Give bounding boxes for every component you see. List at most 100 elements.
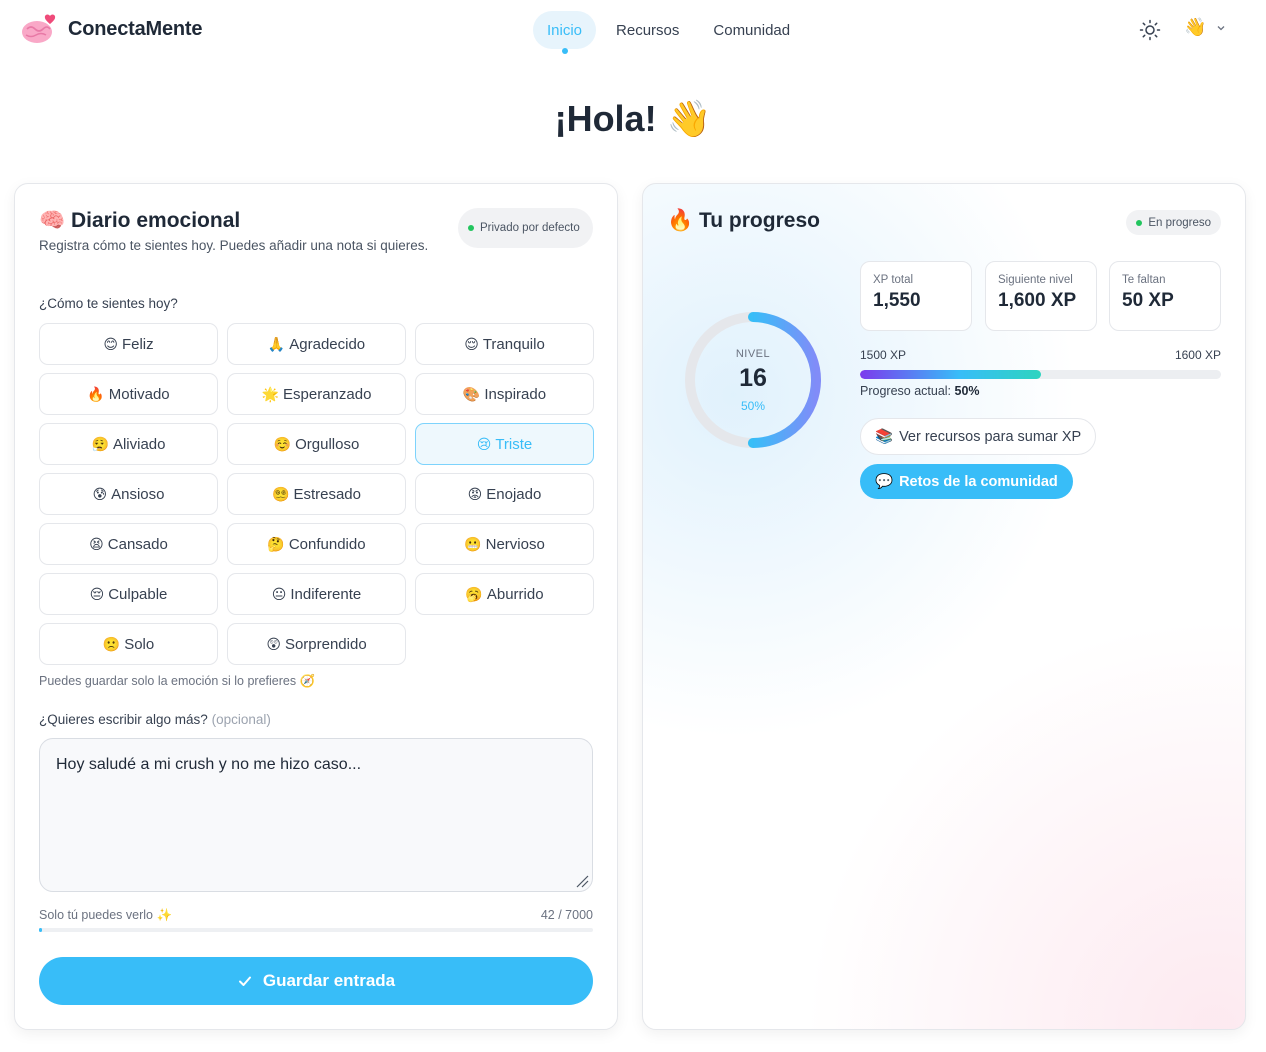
current-progress-value: 50% — [954, 384, 980, 398]
current-progress-label: Progreso actual: — [860, 384, 952, 398]
emotion-option-enojado[interactable]: 😡 Enojado — [415, 473, 594, 515]
app-name: ConectaMente — [68, 17, 203, 40]
xp-progress-fill — [860, 370, 1041, 379]
emotion-option-aburrido[interactable]: 🥱 Aburrido — [415, 573, 594, 615]
emotion-emoji-icon: 😢 — [476, 435, 492, 452]
emotion-emoji-icon: 😊 — [103, 335, 118, 352]
emotion-emoji-icon: 🌟 — [261, 385, 280, 402]
stat-value: 1,600 XP — [998, 290, 1077, 311]
emotion-option-esperanzado[interactable]: 🌟 Esperanzado — [227, 373, 406, 415]
emotion-option-solo[interactable]: 🙁 Solo — [39, 623, 218, 665]
emotion-option-indiferente[interactable]: 😐 Indiferente — [227, 573, 406, 615]
main-nav: Inicio Recursos Comunidad — [533, 11, 804, 49]
emotion-emoji-icon: ☺️ — [273, 435, 292, 452]
nav-recursos[interactable]: Recursos — [616, 21, 680, 39]
emotion-label: Esperanzado — [283, 385, 372, 403]
books-icon: 📚 — [875, 429, 894, 445]
emotion-option-inspirado[interactable]: 🎨 Inspirado — [415, 373, 594, 415]
emotion-option-motivado[interactable]: 🔥 Motivado — [39, 373, 218, 415]
nav-comunidad[interactable]: Comunidad — [713, 21, 791, 39]
sun-icon[interactable] — [1138, 18, 1162, 42]
resize-handle-icon[interactable] — [575, 874, 589, 888]
speech-bubble-icon: 💬 — [875, 474, 894, 490]
level-ring-arc — [685, 312, 821, 448]
view-resources-label: Ver recursos para sumar XP — [899, 428, 1082, 445]
emotion-option-estresado[interactable]: 😵‍💫 Estresado — [227, 473, 406, 515]
community-challenges-button[interactable]: 💬 Retos de la comunidad — [860, 464, 1073, 499]
emotion-label: Indiferente — [290, 585, 362, 603]
level-percent: 50% — [740, 398, 766, 413]
top-navbar: ConectaMente Inicio Recursos Comunidad 👋 — [0, 0, 1266, 60]
emotion-emoji-icon: 😐 — [271, 585, 287, 602]
privacy-badge-label: Privado por defecto — [480, 222, 580, 234]
emotion-option-agradecido[interactable]: 🙏 Agradecido — [227, 323, 406, 365]
emotion-label: Enojado — [486, 485, 542, 503]
level-number: 16 — [739, 363, 767, 392]
emotion-emoji-icon: 🙁 — [102, 635, 121, 652]
privacy-badge: Privado por defecto — [458, 208, 593, 248]
status-dot-icon — [1136, 219, 1143, 226]
level-ring-text: NIVEL 16 50% — [679, 306, 827, 454]
emotion-label: Agradecido — [289, 335, 366, 353]
note-textarea[interactable] — [39, 738, 593, 892]
app-logo[interactable]: ConectaMente — [20, 12, 202, 46]
emotion-emoji-icon: 🙏 — [267, 335, 286, 352]
level-ring-graphic — [685, 312, 821, 448]
progress-card: 🔥 Tu progreso En progreso NIVEL 16 50% X… — [642, 183, 1246, 1030]
emotion-label: Triste — [495, 435, 533, 453]
level-caption: NIVEL — [735, 347, 771, 360]
emotion-label: Sorprendido — [284, 635, 367, 653]
stat-label: Te faltan — [1122, 274, 1166, 286]
nav-inicio[interactable]: Inicio — [533, 11, 597, 49]
emotion-emoji-icon: 😡 — [467, 485, 483, 502]
user-avatar: 👋 — [1184, 17, 1207, 37]
journal-title-text: Diario emocional — [71, 209, 241, 232]
emotion-option-ansioso[interactable]: 😰 Ansioso — [39, 473, 218, 515]
emotion-emoji-icon: 🤔 — [267, 535, 285, 552]
emotion-option-cansado[interactable]: 😫 Cansado — [39, 523, 218, 565]
emotion-question: ¿Cómo te sientes hoy? — [39, 296, 178, 311]
view-resources-button[interactable]: 📚 Ver recursos para sumar XP — [860, 418, 1097, 455]
emotion-label: Aliviado — [112, 435, 166, 453]
char-counter: 42 / 7000 — [540, 908, 593, 922]
fire-icon: 🔥 — [667, 209, 694, 232]
emotion-label: Feliz — [121, 335, 154, 353]
emotion-option-orgulloso[interactable]: ☺️ Orgulloso — [227, 423, 406, 465]
emotion-option-culpable[interactable]: 😔 Culpable — [39, 573, 218, 615]
note-optional: (opcional) — [211, 712, 271, 727]
status-badge: En progreso — [1126, 210, 1221, 235]
emotion-option-tranquilo[interactable]: 😌 Tranquilo — [415, 323, 594, 365]
emotion-label: Cansado — [107, 535, 168, 553]
emotion-option-nervioso[interactable]: 😬 Nervioso — [415, 523, 594, 565]
journal-subtitle: Registra cómo te sientes hoy. Puedes aña… — [39, 238, 429, 253]
emotion-emoji-icon: 😌 — [464, 335, 479, 352]
char-progress-track — [39, 928, 593, 932]
community-challenges-label: Retos de la comunidad — [899, 473, 1058, 490]
stat-value: 1,550 — [873, 290, 921, 311]
save-entry-button[interactable]: Guardar entrada — [39, 957, 593, 1005]
emotion-emoji-icon: 😮‍💨 — [91, 435, 109, 452]
journal-card: 🧠 Diario emocional Registra cómo te sien… — [14, 183, 618, 1030]
xp-range-min: 1500 XP — [860, 348, 907, 362]
emotion-label: Tranquilo — [482, 335, 545, 353]
emotion-label: Aburrido — [486, 585, 544, 603]
emotion-emoji-icon: 😰 — [92, 485, 108, 502]
emotion-option-confundido[interactable]: 🤔 Confundido — [227, 523, 406, 565]
emotion-option-aliviado[interactable]: 😮‍💨 Aliviado — [39, 423, 218, 465]
emotion-label: Inspirado — [484, 385, 547, 403]
save-hint: Puedes guardar solo la emoción si lo pre… — [39, 674, 316, 688]
emotion-option-sorprendido[interactable]: 😲 Sorprendido — [227, 623, 406, 665]
emotion-label: Ansioso — [111, 485, 165, 503]
emotion-option-triste[interactable]: 😢 Triste — [415, 423, 594, 465]
emotion-emoji-icon: 🎨 — [462, 385, 481, 402]
emotion-label: Estresado — [293, 485, 361, 503]
emotion-grid: 😊 Feliz 🙏 Agradecido 😌 Tranquilo 🔥 Motivado 🌟 Esp… — [39, 323, 594, 665]
stat-remaining: Te faltan 50 XP — [1109, 261, 1221, 331]
progress-title: 🔥 Tu progreso — [667, 209, 820, 233]
stat-next-level: Siguiente nivel 1,600 XP — [985, 261, 1097, 331]
emotion-option-feliz[interactable]: 😊 Feliz — [39, 323, 218, 365]
progress-title-text: Tu progreso — [699, 209, 820, 232]
emotion-label: Culpable — [108, 585, 168, 603]
user-menu-button[interactable]: 👋 — [1184, 17, 1226, 38]
note-label: ¿Quieres escribir algo más? (opcional) — [39, 712, 271, 727]
